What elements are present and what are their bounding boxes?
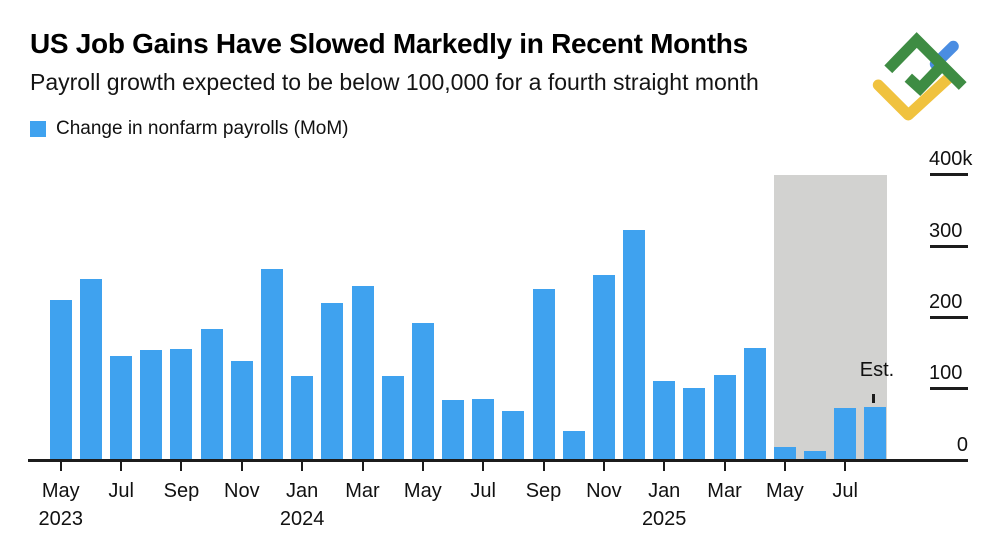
- x-tick-mark: [602, 462, 605, 471]
- legend-swatch: [30, 121, 46, 137]
- bar-oct-2023: [200, 329, 223, 461]
- x-year-label: 2024: [279, 508, 325, 530]
- chart-subtitle: Payroll growth expected to be below 100,…: [30, 69, 759, 95]
- bar-dec-2023: [260, 269, 283, 461]
- bar-feb-2025: [683, 387, 706, 461]
- x-tick-mark: [301, 462, 304, 471]
- x-tick-label: Nov: [586, 480, 622, 502]
- x-tick-label: Jul: [832, 480, 858, 502]
- bar-aug-2025: [864, 407, 887, 461]
- y-tick-mark: [930, 244, 968, 248]
- x-tick-mark: [482, 462, 485, 471]
- x-tick-label: Jul: [470, 480, 496, 502]
- bar-jun-2023: [79, 278, 102, 461]
- bar-nov-2024: [592, 275, 615, 461]
- x-tick-label: Jan: [648, 480, 681, 502]
- x-tick-mark: [120, 462, 123, 471]
- x-tick-mark: [59, 462, 62, 471]
- x-tick-mark: [180, 462, 183, 471]
- bar-nov-2023: [230, 360, 253, 461]
- x-year-label: 2025: [641, 508, 687, 530]
- bar-dec-2024: [623, 230, 646, 461]
- logo-yellow-check: [872, 72, 954, 121]
- x-tick-mark: [844, 462, 847, 471]
- y-tick-mark: [930, 173, 968, 177]
- bar-feb-2024: [321, 302, 344, 461]
- x-tick-label: May: [41, 480, 80, 502]
- logo-green-zigzag: [884, 32, 967, 90]
- x-tick-label: May: [765, 480, 804, 502]
- bar-jul-2025: [834, 408, 857, 461]
- x-tick-label: Nov: [224, 480, 260, 502]
- bar-aug-2024: [502, 411, 525, 461]
- bar-sep-2024: [532, 289, 555, 461]
- bar-apr-2025: [743, 347, 766, 461]
- y-tick-label: 100: [929, 362, 963, 385]
- x-tick-label: May: [403, 480, 442, 502]
- bar-aug-2023: [140, 349, 163, 461]
- bar-sep-2023: [170, 349, 193, 461]
- y-tick-label: 300: [929, 219, 963, 242]
- bar-may-2023: [49, 300, 72, 461]
- x-tick-mark: [361, 462, 364, 471]
- x-tick-mark: [663, 462, 666, 471]
- y-tick-mark: [930, 315, 968, 319]
- y-tick-label: 200: [929, 290, 963, 313]
- y-tick-label: 0: [956, 433, 968, 456]
- x-tick-mark: [783, 462, 786, 471]
- x-tick-label: Jul: [108, 480, 134, 502]
- chart-title: US Job Gains Have Slowed Markedly in Rec…: [30, 28, 748, 59]
- x-tick-mark: [240, 462, 243, 471]
- bar-jan-2024: [291, 376, 314, 461]
- bar-oct-2024: [562, 430, 585, 461]
- estimate-tick: [872, 394, 875, 403]
- x-year-label: 2023: [38, 508, 84, 530]
- x-axis-line: [28, 459, 968, 462]
- y-tick-mark: [930, 387, 968, 391]
- bar-jun-2025: [804, 450, 827, 461]
- bar-jan-2025: [653, 381, 676, 461]
- bar-mar-2024: [351, 285, 374, 461]
- bar-apr-2024: [381, 376, 404, 461]
- bar-may-2024: [411, 322, 434, 461]
- x-tick-label: Sep: [525, 480, 562, 502]
- x-tick-mark: [723, 462, 726, 471]
- bar-jul-2023: [110, 355, 133, 461]
- x-tick-label: Mar: [345, 480, 380, 502]
- bar-may-2025: [773, 446, 796, 461]
- legend: Change in nonfarm payrolls (MoM): [30, 118, 349, 140]
- bar-mar-2025: [713, 374, 736, 461]
- x-tick-mark: [421, 462, 424, 471]
- litefinance-logo-icon: [872, 32, 967, 121]
- x-tick-label: Jan: [286, 480, 319, 502]
- logo-green-inner-check: [904, 61, 946, 96]
- x-tick-label: Sep: [163, 480, 200, 502]
- legend-label: Change in nonfarm payrolls (MoM): [56, 118, 349, 139]
- bar-jun-2024: [442, 399, 464, 461]
- estimate-label: Est.: [859, 359, 895, 381]
- x-tick-label: Mar: [707, 480, 742, 502]
- x-tick-mark: [542, 462, 545, 471]
- bar-jul-2024: [472, 399, 495, 461]
- y-tick-label: 400k: [929, 148, 973, 171]
